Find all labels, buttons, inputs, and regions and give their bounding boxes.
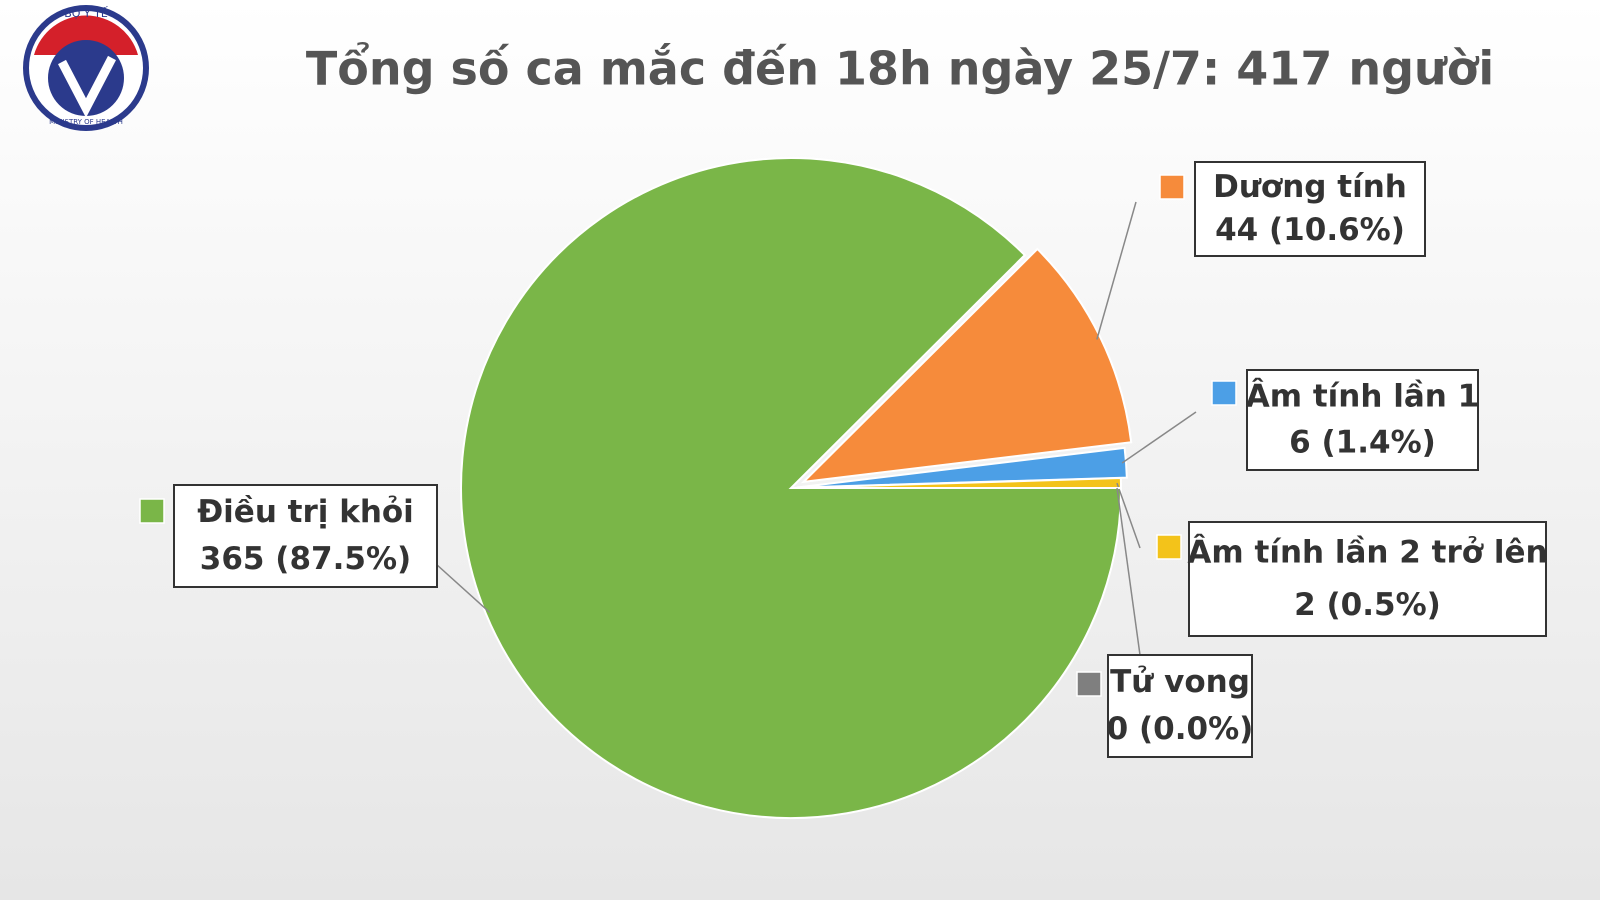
legend-marker	[1076, 671, 1102, 697]
logo-red	[34, 15, 138, 56]
leader-line	[1116, 487, 1141, 656]
label-box	[173, 484, 438, 588]
pie-slice	[796, 446, 1128, 489]
label-name: Tử vong	[1110, 664, 1250, 700]
legend-marker	[1156, 534, 1182, 560]
logo-bottom: MINISTRY OF HEALTH	[49, 118, 123, 126]
leader-line	[1121, 411, 1197, 464]
logo-core	[48, 40, 124, 116]
label-box	[1188, 521, 1547, 637]
label-value: 365 (87.5%)	[200, 541, 411, 577]
legend-marker	[139, 498, 165, 524]
logo-top: BỘ Y TẾ	[64, 6, 108, 20]
label-name: Âm tính lần 2 trở lên	[1187, 534, 1547, 570]
pie-slice	[800, 247, 1133, 484]
chart-title: Tổng số ca mắc đến 18h ngày 25/7: 417 ng…	[306, 42, 1494, 96]
label-box	[1194, 161, 1426, 257]
label-value: 6 (1.4%)	[1289, 425, 1436, 461]
legend-marker	[1159, 174, 1185, 200]
pie-slice	[460, 157, 1123, 819]
label-box	[1246, 369, 1479, 471]
label-value: 2 (0.5%)	[1294, 587, 1441, 623]
logo: BỘ Y TẾ MINISTRY OF HEALTH	[23, 5, 149, 131]
label-value: 44 (10.6%)	[1215, 212, 1405, 248]
leader-line	[1116, 482, 1141, 549]
leader-line	[1096, 201, 1137, 340]
label-name: Dương tính	[1213, 169, 1407, 205]
label-name: Âm tính lần 1	[1246, 379, 1479, 415]
label-box	[1107, 654, 1253, 758]
logo-v	[58, 55, 116, 118]
label-value: 0 (0.0%)	[1107, 711, 1254, 747]
legend-marker	[1211, 380, 1237, 406]
label-name: Điều trị khỏi	[197, 494, 414, 530]
